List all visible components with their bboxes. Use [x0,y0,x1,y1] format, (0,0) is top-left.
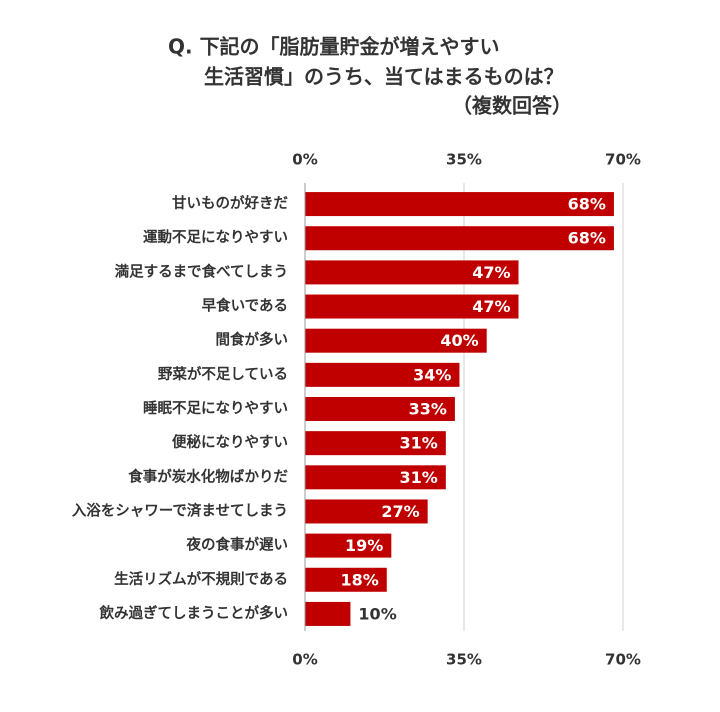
y-tick-label: 睡眠不足になりやすい [143,399,288,417]
x-tick-label: 70% [605,151,641,169]
value-label: 27% [381,502,419,521]
bar [305,226,614,251]
chart-title: Q. 下記の「脂肪量貯金が増えやすい [168,35,500,59]
value-label: 31% [400,434,438,453]
y-tick-label: 野菜が不足している [158,365,288,383]
value-label: 47% [472,297,510,316]
x-tick-label: 35% [446,151,482,169]
y-tick-label: 生活リズムが不規則である [114,570,288,588]
value-label: 10% [358,604,396,623]
bar [305,533,392,558]
y-tick-label: 運動不足になりやすい [143,229,288,246]
value-label: 19% [345,536,383,555]
bar [305,328,487,353]
bar [305,260,519,285]
x-tick-label: 70% [605,651,641,669]
value-label: 31% [400,468,438,487]
chart-title: 生活習慣」のうち、当てはまるものは？ [204,65,564,89]
y-tick-label: 甘いものが好きだ [172,194,288,212]
bar [305,465,446,490]
y-tick-label: 間食が多い [216,331,289,349]
x-tick-label: 0% [292,651,317,669]
value-label: 68% [568,229,606,248]
value-label: 18% [340,570,378,589]
bar [305,601,351,626]
bar [305,397,455,421]
bar [305,567,387,592]
value-label: 40% [440,331,478,350]
value-label: 34% [413,365,451,384]
x-tick-label: 0% [292,151,317,169]
y-tick-label: 飲み過ぎてしまうことが多い [99,604,289,622]
chart-title: （複数回答） [452,94,572,118]
x-tick-label: 35% [446,651,482,669]
y-tick-label: 早食いである [202,297,288,315]
bar [305,192,614,217]
y-tick-label: 満足するまで食べてしまう [115,262,288,280]
bar [305,294,519,319]
y-tick-label: 夜の食事が遅い [186,536,289,554]
value-label: 33% [409,400,447,419]
y-tick-label: 食事が炭水化物ばかりだ [128,467,288,485]
bar [305,499,428,524]
y-tick-label: 便秘になりやすい [172,433,288,451]
bar [305,431,446,456]
value-label: 68% [568,195,606,214]
bar [305,362,460,387]
y-tick-label: 入浴をシャワーで済ませてしまう [72,501,288,519]
value-label: 47% [472,263,510,282]
